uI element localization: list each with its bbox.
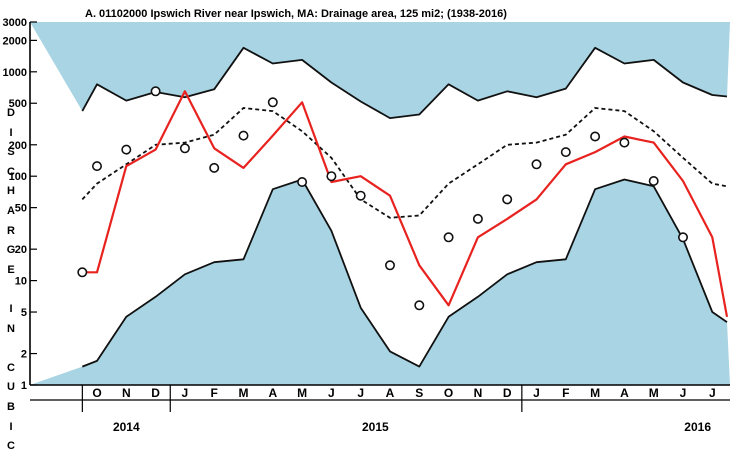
x-tick-label: A: [620, 386, 629, 400]
x-tick-label: J: [182, 386, 189, 400]
y-tick-label: 3000: [3, 17, 27, 29]
y-tick-label: 1: [21, 380, 27, 392]
y-label-letter: C: [7, 165, 15, 178]
x-tick-label: J: [709, 386, 716, 400]
x-tick-label: D: [151, 386, 160, 400]
median-dashed-line: [81, 107, 728, 219]
x-tick-label: M: [239, 386, 249, 400]
x-tick-label: O: [92, 386, 101, 400]
y-label-letter: [0, 280, 22, 300]
x-tick-label: M: [590, 386, 600, 400]
y-label-letter: N: [7, 322, 15, 335]
y-tick-label: 10: [15, 276, 27, 288]
data-point-marker: [590, 131, 601, 142]
y-tick-label: 50: [15, 203, 27, 215]
x-tick-label: D: [503, 386, 512, 400]
data-point-marker: [619, 137, 630, 148]
data-point-marker: [297, 177, 308, 188]
y-label-letter: E: [7, 263, 15, 276]
x-tick-label: J: [328, 386, 335, 400]
min-envelope-line: [81, 178, 728, 368]
data-point-marker: [209, 162, 220, 173]
y-label-letter: C: [7, 361, 15, 374]
y-label-letter: [0, 339, 22, 359]
data-markers: [77, 86, 688, 311]
data-point-marker: [326, 171, 337, 182]
y-tick-label: 20: [15, 244, 27, 256]
data-point-marker: [502, 194, 513, 205]
y-label-letter: B: [7, 400, 15, 413]
max-envelope-line: [81, 46, 728, 119]
plot-frame: [29, 22, 730, 412]
data-point-marker: [150, 86, 161, 97]
y-label-letter: U: [7, 381, 15, 394]
y-label-letter: D: [7, 107, 15, 119]
y-label-letter: H: [7, 185, 15, 198]
hydrograph-chart: 1 2 5 10 20 50 100 200 500 1000 2000 3000 O N D J F M A M J…: [3, 8, 730, 434]
y-label-letter: I: [9, 420, 13, 433]
data-point-marker: [121, 144, 132, 155]
x-tick-label: J: [533, 386, 540, 400]
x-tick-label: F: [562, 386, 569, 400]
x-tick-label: J: [680, 386, 687, 400]
lower-envelope-band: [30, 179, 730, 385]
series-lines: [81, 46, 729, 368]
x-tick-label: O: [444, 386, 453, 400]
y-label-letter: I: [9, 302, 13, 315]
monthly-mean-line: [82, 90, 729, 317]
data-point-marker: [384, 260, 395, 271]
data-point-marker: [414, 300, 425, 311]
x-tick-label: J: [357, 386, 364, 400]
year-label: 2014: [113, 420, 140, 434]
y-label-letter: C: [7, 440, 15, 453]
data-point-marker: [92, 161, 103, 172]
x-tick-label: N: [122, 386, 131, 400]
y-tick-label: 2000: [3, 35, 27, 47]
data-point-marker: [531, 159, 542, 170]
y-tick-label: 1000: [3, 67, 27, 79]
x-tick-label: A: [386, 386, 395, 400]
y-tick-label: 2: [21, 349, 27, 361]
data-point-marker: [677, 232, 688, 243]
y-label-letter: R: [7, 224, 15, 237]
y-tick-label: 100: [9, 171, 27, 183]
data-point-marker: [472, 213, 483, 224]
year-label: 2015: [362, 420, 389, 434]
data-point-marker: [648, 176, 659, 187]
data-point-marker: [560, 147, 571, 158]
y-label-letter: A: [7, 204, 15, 217]
data-point-marker: [355, 190, 366, 201]
y-axis-ticks: 1 2 5 10 20 50 100 200 500 1000 2000 3000: [3, 17, 37, 392]
data-point-marker: [77, 267, 88, 278]
x-tick-label: S: [415, 386, 423, 400]
y-tick-label: 200: [9, 140, 27, 152]
data-point-marker: [443, 232, 454, 243]
y-label-letter: I: [9, 126, 13, 139]
year-label: 2016: [684, 420, 711, 434]
y-label-letter: S: [7, 146, 15, 159]
x-tick-label: M: [649, 386, 659, 400]
x-tick-label: A: [268, 386, 277, 400]
x-tick-label: M: [297, 386, 307, 400]
data-point-marker: [267, 97, 278, 108]
data-point-marker: [238, 130, 249, 141]
upper-envelope-band: [30, 22, 730, 119]
data-point-marker: [179, 143, 190, 154]
x-axis-ticks: O N D J F M A M J J A S O N D J F M A M J J 2014 2015 2016: [92, 386, 715, 434]
x-tick-label: F: [211, 386, 218, 400]
y-tick-label: 500: [9, 98, 27, 110]
y-tick-label: 5: [21, 307, 27, 319]
y-label-letter: G: [6, 244, 16, 257]
x-tick-label: N: [474, 386, 483, 400]
chart-title: A. 01102000 Ipswich River near Ipswich, …: [85, 8, 507, 20]
envelope-bands: [30, 22, 730, 385]
